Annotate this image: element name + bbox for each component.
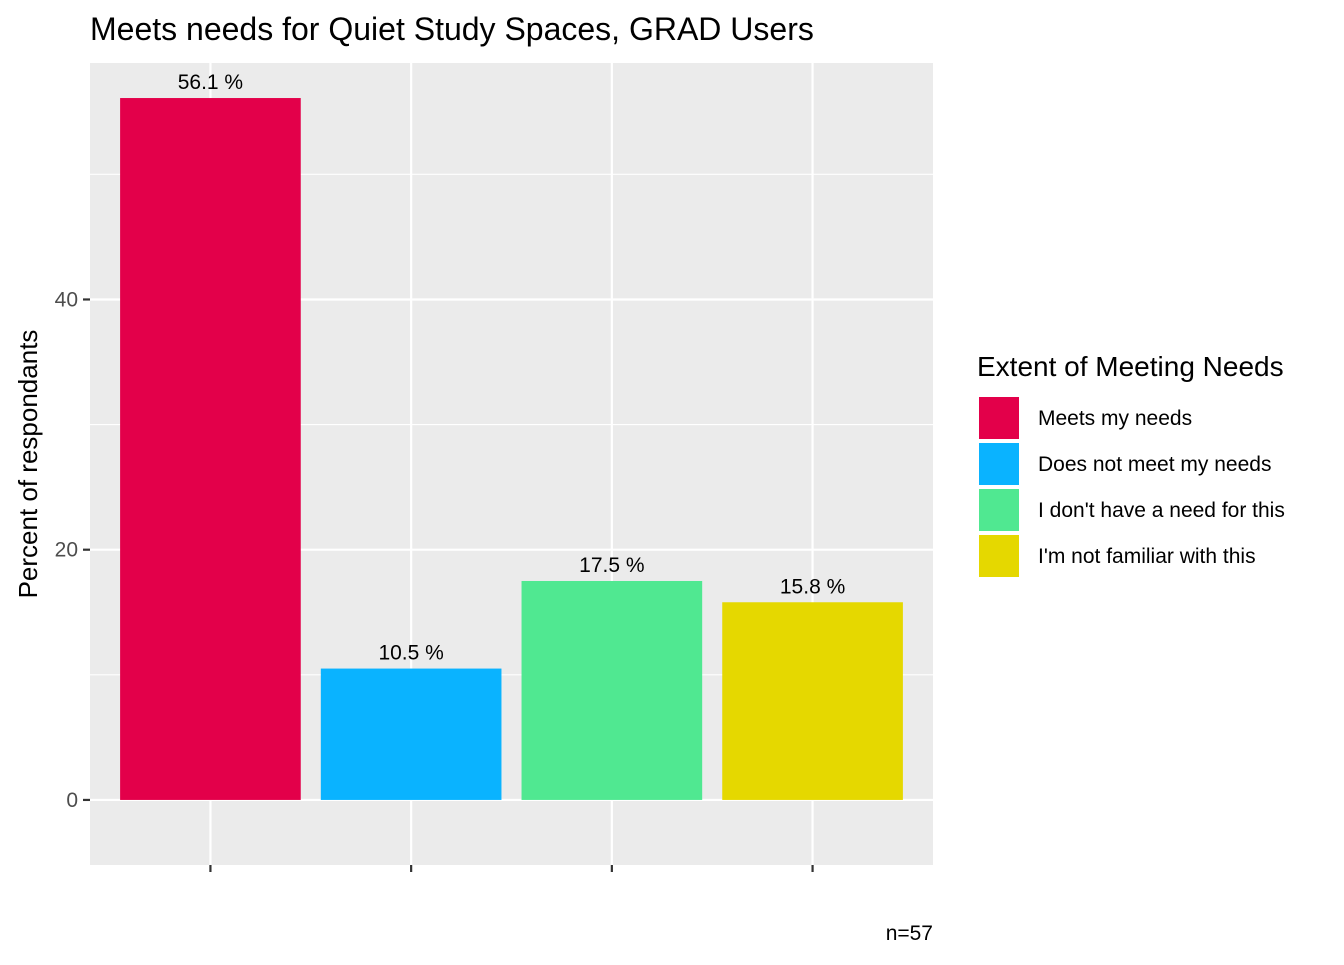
legend-label: I don't have a need for this [1038,499,1285,522]
legend-swatch [977,441,1021,487]
bars [120,98,903,800]
y-tick-label: 20 [55,539,78,562]
legend: Meets my needs Does not meet my needs I do… [977,395,1285,579]
data-label: 56.1 % [178,71,243,94]
data-label: 10.5 % [378,642,443,665]
legend-label: I'm not familiar with this [1038,545,1256,568]
bar [320,668,502,800]
y-tick-label: 40 [55,288,78,311]
bar [120,98,301,800]
legend-swatch [977,487,1021,533]
legend-swatch [977,533,1021,579]
legend-label: Does not meet my needs [1038,453,1271,476]
data-labels: 56.1 % 10.5 % 17.5 % 15.8 % [178,71,846,665]
data-label: 17.5 % [579,554,644,577]
bar [521,580,703,800]
y-axis-title: Percent of respondants [13,330,43,599]
data-label: 15.8 % [780,575,845,598]
y-tick-label: 0 [66,789,78,812]
chart-title: Meets needs for Quiet Study Spaces, GRAD… [90,11,814,47]
legend-title: Extent of Meeting Needs [977,351,1284,382]
caption-n: n=57 [886,922,933,945]
axes: 0 20 40 [55,288,814,872]
legend-swatch [977,395,1021,441]
bar [722,602,903,800]
legend-label: Meets my needs [1038,407,1192,430]
